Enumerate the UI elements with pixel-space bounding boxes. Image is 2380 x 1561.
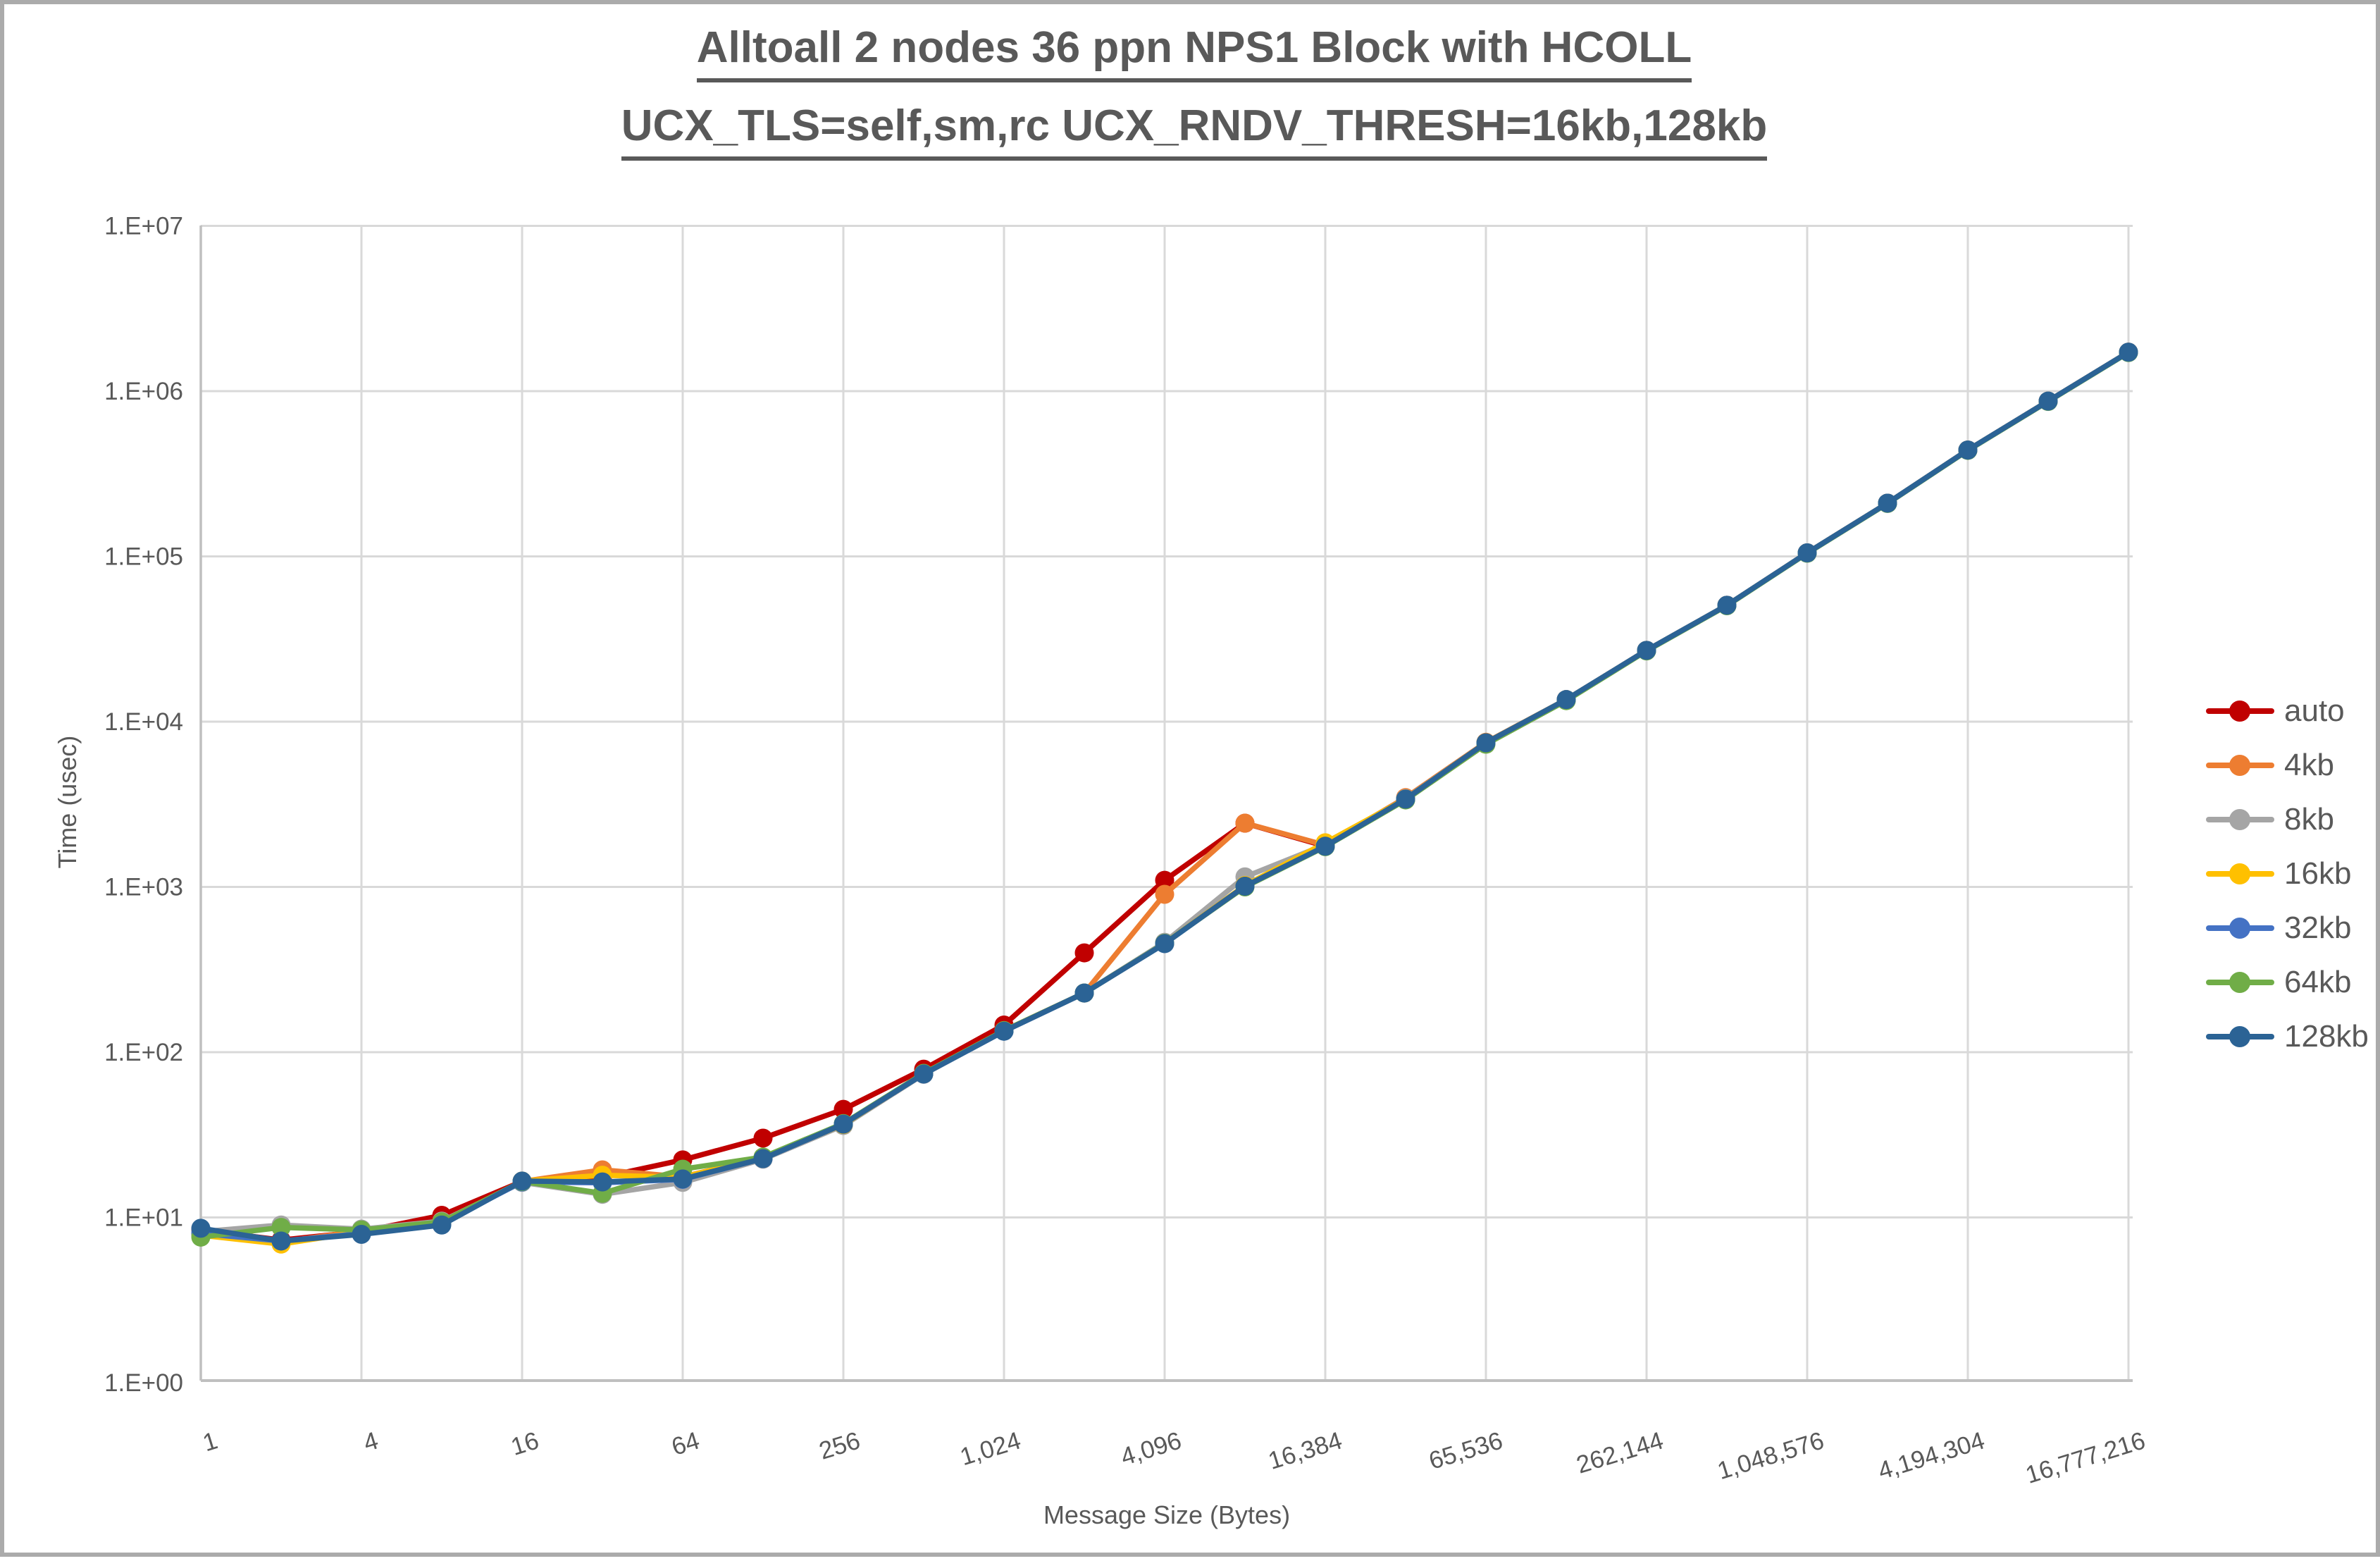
- y-axis-tick-label: 1.E+00: [104, 1369, 183, 1397]
- data-point-128kb-2097152: [1878, 493, 1897, 513]
- x-axis-tick-label: 1,048,576: [1714, 1426, 1827, 1485]
- data-point-128kb-32: [593, 1172, 612, 1192]
- x-axis-tick-label: 16,777,216: [2022, 1426, 2148, 1489]
- data-point-auto-2048: [1074, 943, 1094, 963]
- y-axis-tick-label: 1.E+06: [104, 378, 183, 405]
- data-point-128kb-1: [191, 1218, 211, 1238]
- x-axis-tick-label: 16,384: [1265, 1426, 1346, 1475]
- x-axis-tick-label: 1,024: [957, 1426, 1024, 1471]
- x-axis-title: Message Size (Bytes): [1043, 1500, 1290, 1529]
- data-point-128kb-8192: [1235, 876, 1255, 896]
- data-point-128kb-1048576: [1797, 543, 1817, 563]
- legend-item-128kb: 128kb: [2206, 1019, 2369, 1054]
- legend-item-32kb: 32kb: [2206, 911, 2369, 945]
- legend-dot-icon: [2229, 863, 2250, 884]
- legend-label: auto: [2284, 693, 2345, 728]
- data-point-128kb-4194304: [1958, 440, 1978, 460]
- data-point-4kb-4096: [1155, 884, 1174, 904]
- chart-title-line2-wrap: UCX_TLS=self,sm,rc UCX_RNDV_THRESH=16kb,…: [4, 101, 2380, 161]
- y-axis-tick-label: 1.E+04: [104, 708, 183, 736]
- data-point-128kb-4096: [1155, 934, 1174, 954]
- data-point-128kb-65536: [1476, 733, 1496, 753]
- legend: auto 4kb 8kb 16kb 32kb 64kb 128kb: [2206, 693, 2369, 1054]
- data-point-64kb-2: [271, 1218, 291, 1238]
- data-point-128kb-2048: [1074, 983, 1094, 1003]
- line-chart-plot: 1.E+00 1.E+01 1.E+02 1.E+03 1.E+04 1.E+05 1.E+…: [53, 213, 2148, 1530]
- x-axis-tick-label: 4: [360, 1426, 381, 1457]
- y-axis-tick-label: 1.E+01: [104, 1204, 183, 1232]
- data-point-128kb-524288: [1717, 596, 1737, 615]
- legend-marker-32kb: [2206, 918, 2274, 939]
- legend-dot-icon: [2229, 755, 2250, 776]
- legend-item-4kb: 4kb: [2206, 748, 2369, 782]
- y-axis-title: Time (usec): [53, 736, 82, 869]
- data-point-128kb-256: [833, 1114, 853, 1134]
- legend-item-auto: auto: [2206, 693, 2369, 728]
- chart-title-line1: Alltoall 2 nodes 36 ppn NPS1 Block with …: [696, 23, 1692, 82]
- data-point-128kb-64: [673, 1169, 693, 1189]
- data-point-128kb-8388608: [2038, 391, 2058, 411]
- data-point-auto-128: [753, 1128, 773, 1148]
- data-point-128kb-16777216: [2119, 343, 2138, 362]
- y-axis-tick-label: 1.E+07: [104, 213, 183, 240]
- legend-marker-128kb: [2206, 1026, 2274, 1047]
- x-axis-tick-label: 65,536: [1426, 1426, 1506, 1475]
- y-axis-tick-label: 1.E+05: [104, 543, 183, 571]
- legend-label: 8kb: [2284, 802, 2334, 837]
- data-point-128kb-512: [914, 1064, 934, 1084]
- legend-dot-icon: [2229, 918, 2250, 939]
- legend-label: 16kb: [2284, 856, 2352, 891]
- data-point-auto-4096: [1155, 870, 1174, 890]
- data-point-128kb-2: [271, 1231, 291, 1251]
- chart-title-line2: UCX_TLS=self,sm,rc UCX_RNDV_THRESH=16kb,…: [621, 101, 1768, 161]
- legend-marker-8kb: [2206, 809, 2274, 830]
- legend-marker-16kb: [2206, 863, 2274, 884]
- data-point-128kb-1024: [994, 1021, 1014, 1041]
- legend-label: 64kb: [2284, 965, 2352, 999]
- data-point-128kb-32768: [1396, 789, 1415, 809]
- x-axis-tick-label: 4,096: [1117, 1426, 1184, 1471]
- x-axis-tick-label: 4,194,304: [1875, 1426, 1988, 1485]
- data-point-128kb-131072: [1556, 690, 1576, 710]
- data-point-128kb-262144: [1637, 641, 1656, 660]
- y-axis-tick-label: 1.E+02: [104, 1039, 183, 1066]
- x-axis-tick-label: 262,144: [1573, 1426, 1666, 1479]
- legend-label: 128kb: [2284, 1019, 2369, 1054]
- data-point-128kb-4: [352, 1225, 371, 1245]
- legend-marker-auto: [2206, 701, 2274, 722]
- x-axis-tick-label: 16: [508, 1426, 543, 1461]
- legend-label: 4kb: [2284, 748, 2334, 782]
- legend-item-16kb: 16kb: [2206, 856, 2369, 891]
- legend-item-64kb: 64kb: [2206, 965, 2369, 999]
- legend-dot-icon: [2229, 1026, 2250, 1047]
- data-point-128kb-128: [753, 1149, 773, 1168]
- data-point-128kb-16: [512, 1171, 532, 1191]
- chart-title-line1-wrap: Alltoall 2 nodes 36 ppn NPS1 Block with …: [4, 23, 2380, 82]
- data-point-128kb-16384: [1315, 837, 1335, 856]
- legend-item-8kb: 8kb: [2206, 802, 2369, 837]
- legend-marker-4kb: [2206, 755, 2274, 776]
- data-point-auto-256: [833, 1099, 853, 1119]
- legend-marker-64kb: [2206, 972, 2274, 993]
- y-axis-tick-label: 1.E+03: [104, 874, 183, 901]
- legend-dot-icon: [2229, 701, 2250, 722]
- legend-dot-icon: [2229, 972, 2250, 993]
- data-point-4kb-8192: [1235, 813, 1255, 833]
- x-axis-tick-label: 1: [199, 1426, 221, 1457]
- legend-dot-icon: [2229, 809, 2250, 830]
- chart-title: Alltoall 2 nodes 36 ppn NPS1 Block with …: [4, 23, 2380, 179]
- x-axis-tick-label: 256: [816, 1426, 863, 1464]
- x-axis-tick-label: 64: [669, 1426, 703, 1461]
- data-point-128kb-8: [432, 1215, 452, 1235]
- legend-label: 32kb: [2284, 911, 2352, 945]
